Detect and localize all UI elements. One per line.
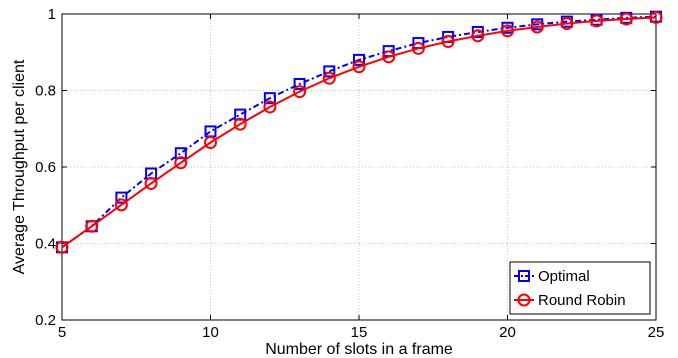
y-axis-label: Average Throughput per client [11, 59, 28, 274]
data-point-round-robin [382, 50, 396, 64]
data-point-round-robin [471, 29, 485, 43]
data-point-round-robin [174, 156, 188, 170]
data-point-round-robin [85, 219, 99, 233]
data-point-round-robin [352, 60, 366, 74]
y-tick-label: 0.2 [35, 312, 56, 329]
series-line-optimal [61, 15, 657, 249]
data-point-round-robin [411, 41, 425, 55]
series-line-round-robin [61, 16, 657, 249]
legend-box [509, 261, 651, 315]
legend-marker-round-robin [517, 293, 531, 307]
data-point-round-robin [114, 198, 128, 212]
x-tick-label: 20 [499, 324, 516, 341]
data-point-round-robin [560, 17, 574, 31]
data-point-round-robin [233, 117, 247, 131]
data-point-round-robin [441, 35, 455, 49]
data-point-round-robin [649, 10, 663, 24]
data-point-round-robin [204, 136, 217, 150]
y-tick-label: 0.8 [35, 83, 56, 100]
legend-label-round-robin: Round Robin [538, 292, 626, 309]
y-tick-label: 1 [48, 6, 56, 23]
data-point-optimal [323, 65, 336, 78]
x-tick-label: 25 [648, 324, 665, 341]
data-point-round-robin [144, 176, 158, 190]
axis-ticks: 5 10 15 20 25 0.2 0.4 0.6 0.8 1 [35, 6, 664, 341]
series-group [55, 10, 663, 254]
data-point-round-robin [590, 14, 604, 28]
y-tick-label: 0.6 [35, 159, 56, 176]
legend: Optimal Round Robin [509, 261, 651, 315]
legend-label-optimal: Optimal [538, 268, 590, 285]
data-point-optimal [115, 191, 128, 204]
data-point-round-robin [263, 100, 277, 114]
data-point-round-robin [322, 71, 336, 85]
data-point-optimal [293, 77, 306, 90]
data-point-optimal [263, 92, 276, 105]
x-axis-label: Number of slots in a frame [265, 341, 453, 358]
x-tick-label: 10 [202, 324, 219, 341]
data-point-optimal [353, 53, 365, 66]
series-round-robin [55, 10, 663, 254]
y-tick-label: 0.4 [35, 236, 56, 253]
data-point-round-robin [619, 12, 633, 26]
data-point-round-robin [293, 85, 307, 99]
x-tick-label: 15 [351, 324, 368, 341]
data-point-round-robin [501, 24, 514, 38]
data-point-round-robin [55, 240, 69, 254]
legend-marker-optimal [518, 270, 530, 282]
x-tick-label: 5 [58, 324, 66, 341]
data-point-round-robin [530, 20, 544, 34]
